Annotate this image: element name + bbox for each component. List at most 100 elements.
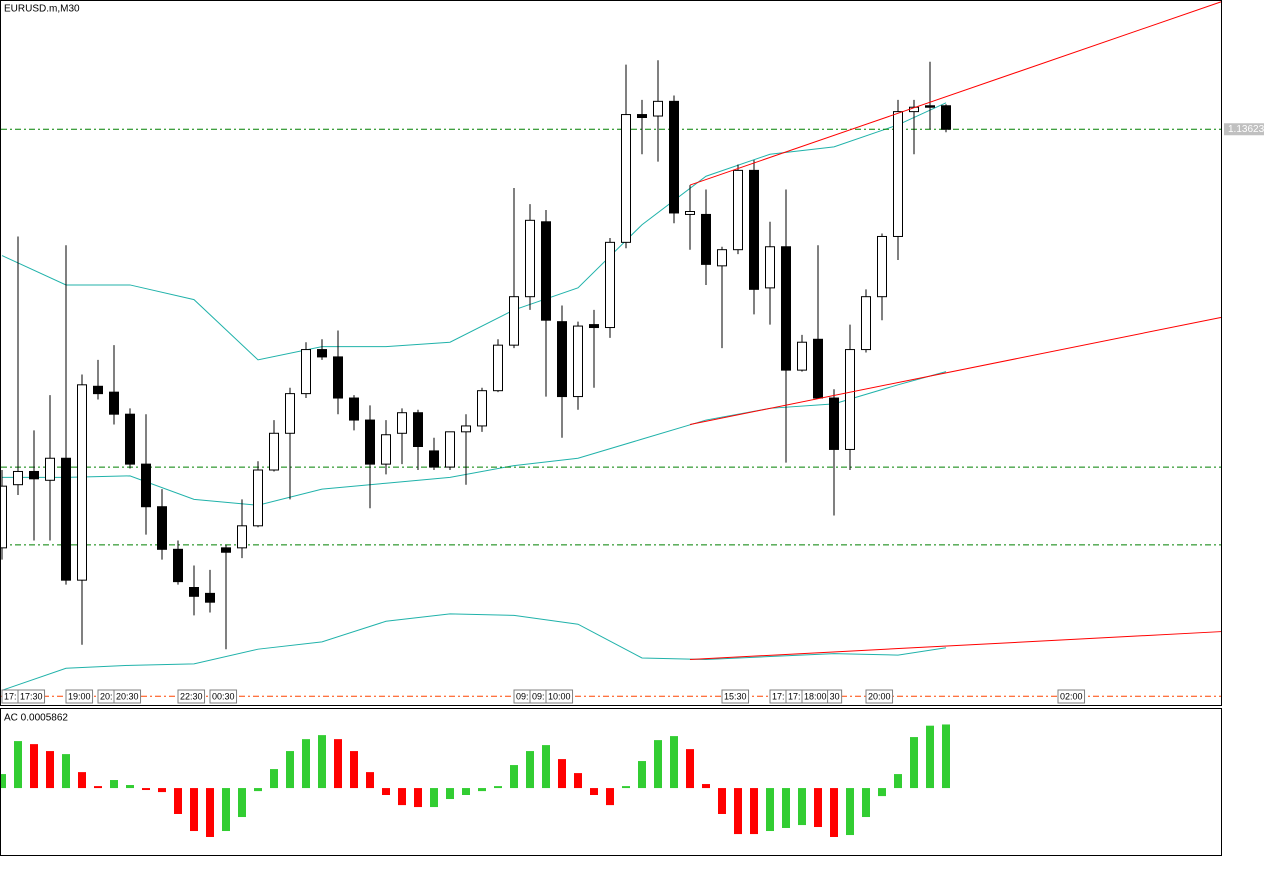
ac-bar bbox=[702, 784, 710, 789]
ac-bar bbox=[302, 739, 310, 789]
ac-bar bbox=[430, 788, 438, 808]
ac-bar bbox=[750, 788, 758, 835]
time-marker-label: 20:00 bbox=[868, 691, 891, 701]
ac-bar bbox=[510, 765, 518, 789]
candle-body bbox=[717, 249, 727, 267]
candle-body bbox=[413, 412, 423, 447]
ac-bar bbox=[14, 741, 22, 789]
candle-body bbox=[173, 548, 183, 583]
candle-body bbox=[317, 349, 327, 358]
candle-body bbox=[157, 506, 167, 550]
time-marker-label: 18:00 bbox=[804, 691, 827, 701]
ac-bar bbox=[782, 788, 790, 828]
ac-bar bbox=[766, 788, 774, 832]
time-marker-label: 17: bbox=[788, 691, 801, 701]
candle-body bbox=[285, 393, 295, 434]
trend-line bbox=[689, 631, 1223, 660]
ac-bar bbox=[398, 788, 406, 806]
candle-body bbox=[573, 325, 583, 398]
candle-body bbox=[93, 385, 103, 395]
ac-bar bbox=[62, 754, 70, 789]
candle-body bbox=[525, 219, 535, 298]
ac-bar bbox=[46, 751, 54, 789]
ac-bar bbox=[0, 774, 6, 789]
candle-body bbox=[621, 114, 631, 243]
ac-bar bbox=[174, 788, 182, 814]
ac-bar bbox=[910, 737, 918, 789]
ac-bar bbox=[222, 788, 230, 832]
candle-body bbox=[461, 425, 471, 433]
time-marker-box bbox=[865, 689, 894, 704]
ac-bar bbox=[574, 773, 582, 789]
indicator-title: AC 0.0005862 bbox=[4, 713, 68, 724]
ac-bar bbox=[718, 788, 726, 814]
candle-body bbox=[797, 341, 807, 371]
candle-body bbox=[509, 296, 519, 346]
candle-body bbox=[205, 592, 215, 603]
ac-bar bbox=[206, 788, 214, 837]
ac-bar bbox=[494, 786, 502, 789]
candle-body bbox=[365, 419, 375, 465]
time-marker-label: 15:30 bbox=[724, 691, 747, 701]
ac-bar bbox=[654, 740, 662, 789]
ac-bar bbox=[190, 788, 198, 832]
ac-bar bbox=[414, 788, 422, 808]
candle-body bbox=[669, 100, 679, 214]
candle-body bbox=[877, 235, 887, 298]
candle-body bbox=[189, 587, 199, 597]
ac-bar bbox=[862, 788, 870, 818]
ac-bar bbox=[606, 788, 614, 806]
ac-bar bbox=[926, 725, 934, 789]
ac-bar bbox=[526, 751, 534, 789]
ac-bar bbox=[942, 724, 950, 789]
candle-body bbox=[605, 241, 615, 329]
candle-body bbox=[221, 547, 231, 553]
band-line bbox=[2, 371, 947, 506]
ac-bar bbox=[670, 736, 678, 789]
text-layer: 17: 17:30 19:00 20: 20:30 22:30 00:30 09: 09: 10:… bbox=[1, 123, 1265, 704]
ac-bar bbox=[830, 788, 838, 837]
time-marker-box bbox=[209, 689, 238, 704]
ac-bar bbox=[638, 761, 646, 789]
candle-body bbox=[765, 246, 775, 289]
time-marker-label: 00:30 bbox=[212, 691, 235, 701]
ac-bar bbox=[462, 788, 470, 796]
time-marker-label: 09: bbox=[532, 691, 545, 701]
ac-bar bbox=[478, 788, 486, 792]
ac-bar bbox=[254, 788, 262, 792]
ac-bar bbox=[350, 751, 358, 789]
indicator-frame bbox=[0, 708, 1222, 856]
ac-bar bbox=[334, 739, 342, 789]
candle-body bbox=[557, 321, 567, 398]
time-marker-box bbox=[113, 689, 142, 704]
time-marker-label: 17: bbox=[772, 691, 785, 701]
ac-bar bbox=[382, 788, 390, 796]
time-marker-box bbox=[721, 689, 750, 704]
trend-line bbox=[689, 316, 1223, 425]
time-marker-box bbox=[177, 689, 206, 704]
time-marker-box bbox=[65, 689, 94, 704]
time-marker-label: 17:30 bbox=[20, 691, 43, 701]
ac-bar bbox=[446, 788, 454, 800]
ac-bar bbox=[894, 774, 902, 789]
last-price-box bbox=[1224, 123, 1264, 136]
candle-body bbox=[125, 413, 135, 465]
ac-bar bbox=[558, 759, 566, 789]
candle-body bbox=[301, 349, 311, 395]
time-marker-label: 19:00 bbox=[68, 691, 91, 701]
candle-body bbox=[893, 111, 903, 237]
time-marker-label: 30 bbox=[830, 691, 840, 701]
ac-bar bbox=[622, 786, 630, 789]
candle-body bbox=[13, 470, 23, 486]
candle-body bbox=[109, 391, 119, 415]
candle-body bbox=[269, 432, 279, 471]
ac-bar bbox=[142, 788, 150, 791]
candle-body bbox=[845, 349, 855, 450]
ac-bar bbox=[318, 735, 326, 789]
ac-bar bbox=[286, 751, 294, 789]
time-marker-box bbox=[827, 689, 843, 704]
ac-bar bbox=[78, 772, 86, 789]
candle-body bbox=[333, 356, 343, 399]
candle-body bbox=[77, 384, 87, 581]
